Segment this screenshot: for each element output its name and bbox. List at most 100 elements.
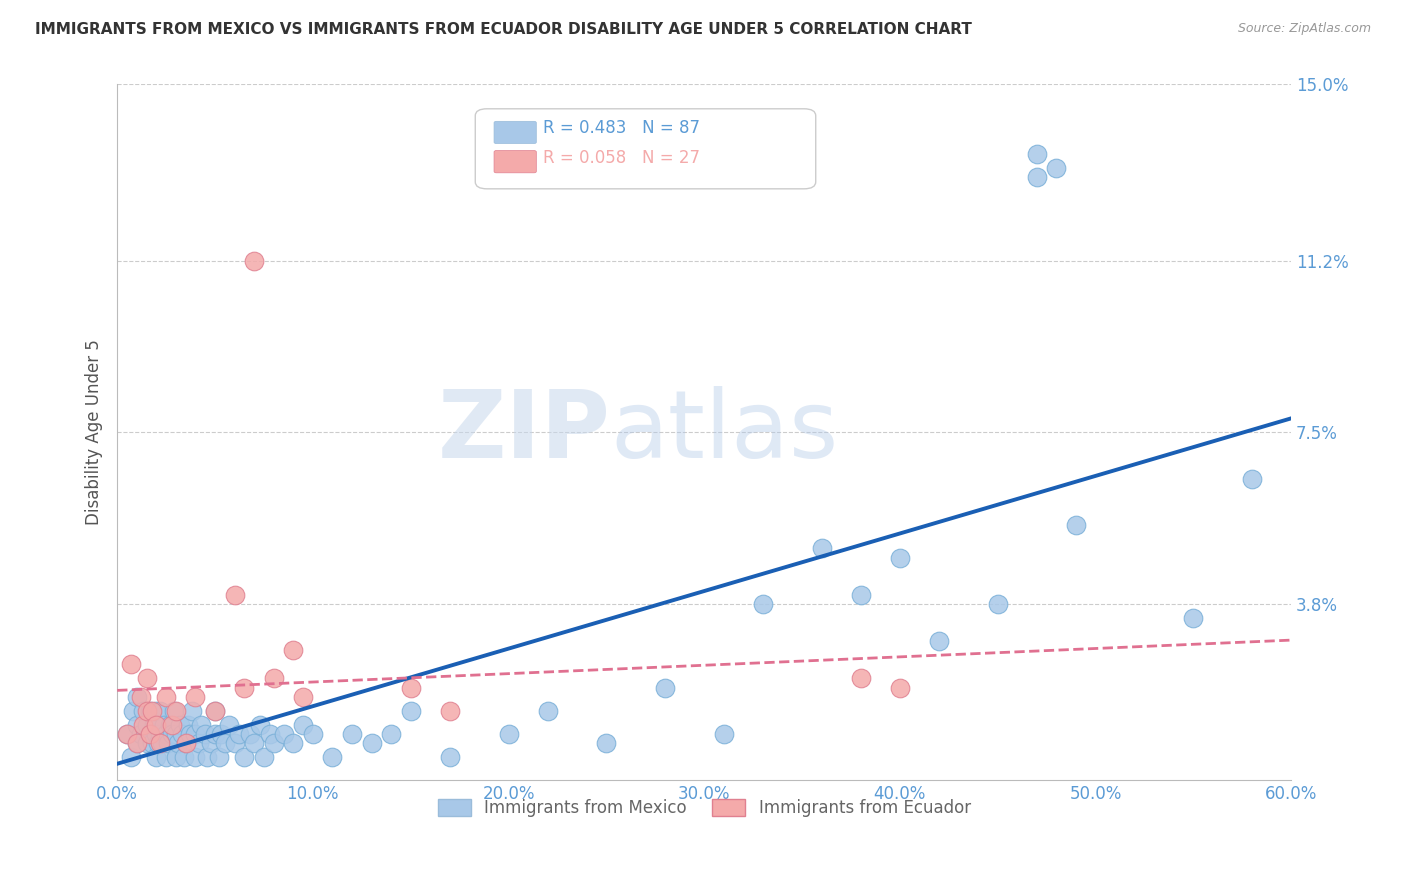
Point	[537, 704, 560, 718]
Point	[165, 704, 187, 718]
Point	[218, 717, 240, 731]
Point	[149, 704, 172, 718]
Point	[810, 541, 832, 556]
Point	[121, 704, 143, 718]
Point	[195, 750, 218, 764]
Point	[283, 643, 305, 657]
Point	[360, 736, 382, 750]
Point	[1064, 518, 1087, 533]
Point	[1025, 170, 1047, 185]
Point	[889, 550, 911, 565]
Point	[849, 671, 872, 685]
Point	[439, 750, 461, 764]
Point	[263, 736, 285, 750]
Point	[1045, 161, 1067, 175]
Point	[125, 717, 148, 731]
Point	[157, 736, 180, 750]
Point	[233, 681, 256, 695]
Point	[129, 690, 152, 704]
Point	[163, 704, 186, 718]
Point	[115, 727, 138, 741]
Point	[141, 704, 163, 718]
Point	[188, 736, 211, 750]
Point	[849, 588, 872, 602]
Point	[321, 750, 343, 764]
Text: ZIP: ZIP	[437, 386, 610, 478]
Point	[399, 704, 422, 718]
Point	[160, 717, 183, 731]
Point	[399, 681, 422, 695]
Point	[170, 727, 193, 741]
Legend: Immigrants from Mexico, Immigrants from Ecuador: Immigrants from Mexico, Immigrants from …	[432, 793, 977, 824]
Text: IMMIGRANTS FROM MEXICO VS IMMIGRANTS FROM ECUADOR DISABILITY AGE UNDER 5 CORRELA: IMMIGRANTS FROM MEXICO VS IMMIGRANTS FRO…	[35, 22, 972, 37]
Text: R = 0.058   N = 27: R = 0.058 N = 27	[543, 148, 700, 167]
Point	[292, 717, 315, 731]
Point	[204, 704, 226, 718]
Point	[155, 727, 177, 741]
Point	[176, 717, 198, 731]
Point	[184, 690, 207, 704]
Text: Source: ZipAtlas.com: Source: ZipAtlas.com	[1237, 22, 1371, 36]
Point	[135, 717, 157, 731]
Point	[184, 727, 207, 741]
Point	[160, 727, 183, 741]
Point	[135, 671, 157, 685]
Point	[159, 717, 181, 731]
Point	[145, 704, 167, 718]
Point	[273, 727, 295, 741]
Point	[204, 704, 226, 718]
Point	[115, 727, 138, 741]
Point	[380, 727, 402, 741]
Point	[145, 717, 167, 731]
Point	[259, 727, 281, 741]
Point	[340, 727, 363, 741]
Point	[143, 717, 166, 731]
Point	[129, 727, 152, 741]
Point	[249, 717, 271, 731]
Point	[1182, 611, 1205, 625]
Point	[125, 690, 148, 704]
Point	[174, 736, 197, 750]
FancyBboxPatch shape	[475, 109, 815, 189]
FancyBboxPatch shape	[494, 121, 536, 144]
Y-axis label: Disability Age Under 5: Disability Age Under 5	[86, 340, 103, 525]
Point	[145, 750, 167, 764]
Point	[141, 736, 163, 750]
Point	[243, 736, 266, 750]
Point	[194, 727, 217, 741]
Point	[713, 727, 735, 741]
Point	[498, 727, 520, 741]
Point	[125, 736, 148, 750]
Point	[179, 727, 201, 741]
Text: R = 0.483   N = 87: R = 0.483 N = 87	[543, 120, 700, 137]
Point	[233, 750, 256, 764]
Point	[145, 727, 167, 741]
Point	[165, 727, 187, 741]
Point	[174, 736, 197, 750]
Point	[595, 736, 617, 750]
Point	[987, 597, 1010, 611]
Point	[208, 750, 231, 764]
Point	[139, 727, 162, 741]
Point	[752, 597, 775, 611]
Point	[139, 704, 162, 718]
FancyBboxPatch shape	[494, 151, 536, 173]
Point	[153, 717, 176, 731]
Point	[239, 727, 262, 741]
Point	[190, 717, 212, 731]
Point	[228, 727, 250, 741]
Point	[149, 727, 172, 741]
Point	[224, 588, 246, 602]
Point	[139, 727, 162, 741]
Point	[150, 736, 173, 750]
Point	[180, 704, 202, 718]
Point	[1241, 472, 1264, 486]
Point	[184, 750, 207, 764]
Point	[200, 736, 222, 750]
Point	[889, 681, 911, 695]
Point	[302, 727, 325, 741]
Point	[209, 727, 232, 741]
Point	[135, 736, 157, 750]
Point	[155, 690, 177, 704]
Point	[125, 736, 148, 750]
